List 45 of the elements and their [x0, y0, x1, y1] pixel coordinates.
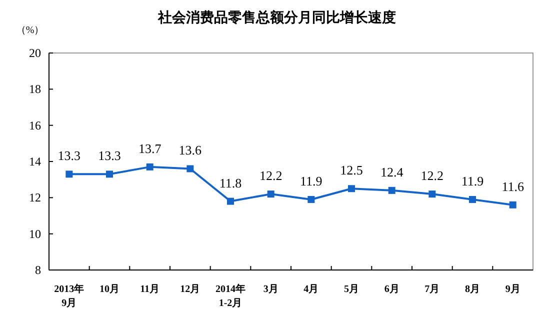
- data-label: 12.2: [259, 168, 282, 184]
- x-tick-label: 7月: [424, 284, 440, 295]
- x-tick-label: 9月: [505, 284, 520, 295]
- x-tick-label: 12月: [180, 284, 200, 295]
- data-label: 12.4: [380, 164, 404, 180]
- x-tick-label: 5月: [344, 284, 359, 295]
- chart-title: 社会消费品零售总额分月同比增长速度: [157, 9, 396, 26]
- y-axis-title: （%）: [16, 25, 44, 36]
- x-tick-label: 4月: [304, 284, 319, 295]
- x-tick-label: 2014年 1-2月: [216, 283, 246, 309]
- y-tick-label: 8: [35, 263, 41, 277]
- point: [428, 190, 436, 198]
- x-tick-label: 11月: [140, 284, 160, 295]
- data-label: 13.3: [98, 148, 121, 164]
- point: [469, 196, 476, 203]
- data-label: 13.6: [178, 142, 202, 158]
- y-tick-label: 10: [29, 226, 41, 241]
- point: [388, 186, 396, 194]
- data-label: 11.9: [461, 173, 484, 188]
- x-tick-label: 10月: [100, 284, 120, 295]
- data-label: 11.8: [219, 175, 242, 190]
- y-tick-label: 18: [29, 82, 41, 96]
- point: [227, 198, 234, 205]
- point: [267, 190, 274, 198]
- x-tick-label: 8月: [465, 284, 480, 295]
- x-tick-label: 3月: [263, 284, 278, 295]
- y-tick-label: 20: [29, 46, 41, 60]
- data-label: 13.3: [58, 148, 81, 164]
- point: [509, 201, 516, 208]
- x-tick-label: 2013年 9月: [54, 283, 84, 309]
- data-label: 13.7: [138, 140, 162, 156]
- point: [186, 165, 194, 172]
- x-tick-label: 6月: [384, 284, 400, 295]
- data-label: 12.5: [340, 162, 363, 178]
- y-tick-label: 12: [29, 190, 41, 205]
- data-label: 12.2: [420, 168, 444, 184]
- point: [146, 163, 154, 170]
- point: [66, 170, 73, 178]
- point: [106, 170, 113, 178]
- y-tick-label: 16: [29, 118, 41, 132]
- y-tick-label: 14: [29, 154, 41, 168]
- point: [348, 185, 355, 192]
- data-label: 11.6: [502, 178, 524, 194]
- data-label: 11.9: [300, 173, 322, 188]
- point: [308, 196, 315, 203]
